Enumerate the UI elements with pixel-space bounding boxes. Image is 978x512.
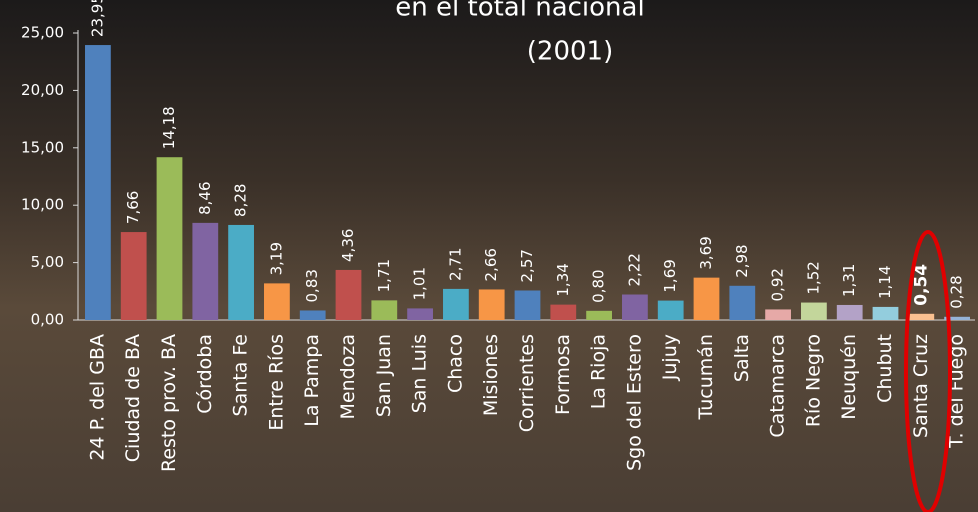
bar (443, 289, 469, 320)
bar (300, 310, 326, 320)
x-tick-label: Río Negro (802, 334, 824, 427)
x-tick-label: La Pampa (301, 334, 323, 427)
bar (873, 307, 899, 320)
y-tick-label: 25,00 (21, 24, 64, 42)
bar (157, 157, 183, 320)
value-label: 1,31 (840, 264, 858, 297)
x-tick-label: Salta (731, 334, 753, 382)
value-label: 0,83 (303, 269, 321, 302)
x-tick-label: Ciudad de BA (122, 334, 144, 462)
bar (515, 290, 541, 320)
x-tick-label: Santa Cruz (910, 334, 932, 438)
chart-title: en el total nacional (395, 0, 644, 23)
x-tick-label: Jujuy (659, 334, 681, 381)
x-tick-label: Chaco (444, 334, 466, 393)
value-label: 1,71 (375, 259, 393, 292)
value-label: 2,57 (518, 249, 536, 282)
bar (371, 300, 397, 320)
value-label: 23,95 (88, 0, 106, 37)
x-tick-label: La Rioja (588, 334, 610, 409)
bar (85, 45, 111, 320)
x-tick-label: Tucumán (695, 334, 717, 420)
value-label: 14,18 (160, 106, 178, 149)
x-tick-label: Misiones (480, 334, 502, 416)
bar (264, 283, 290, 320)
bar (622, 295, 648, 320)
x-tick-label: Córdoba (194, 334, 216, 414)
x-tick-label: Neuquén (838, 334, 860, 420)
value-label: 3,69 (697, 236, 715, 269)
bar (908, 314, 934, 320)
bar (586, 311, 612, 320)
bar (228, 225, 254, 320)
x-tick-label: San Juan (373, 334, 395, 417)
value-label: 8,28 (232, 184, 250, 217)
bar (694, 278, 720, 320)
x-tick-label: Mendoza (337, 334, 359, 419)
bar (121, 232, 147, 320)
value-label: 7,66 (124, 191, 142, 224)
value-label: 4,36 (339, 229, 357, 262)
value-label: 3,19 (267, 242, 285, 275)
value-label: 2,22 (625, 253, 643, 286)
x-tick-label: Catamarca (767, 334, 789, 438)
bar (729, 286, 755, 320)
value-label: 0,80 (590, 269, 608, 302)
value-label: 1,01 (411, 267, 429, 300)
bar (192, 223, 218, 320)
value-label: 1,69 (661, 259, 679, 292)
value-label: 0,28 (948, 275, 966, 308)
bar (550, 305, 576, 320)
chart: en el total nacional (2001) 0,00 5,00 10,0… (0, 0, 978, 512)
value-label: 1,14 (876, 266, 894, 299)
x-tick-label: Chubut (874, 334, 896, 403)
chart-title: (2001) (527, 37, 613, 67)
y-tick-label: 15,00 (21, 138, 64, 156)
y-tick-label: 5,00 (31, 253, 64, 271)
y-tick-label: 0,00 (31, 311, 64, 329)
y-tick-label: 10,00 (21, 196, 64, 214)
x-tick-label: Entre Ríos (265, 334, 287, 431)
x-tick-label: 24 P. del GBA (86, 334, 108, 461)
bar (479, 289, 505, 320)
bar (407, 308, 433, 320)
value-label: 0,92 (769, 268, 787, 301)
y-tick-label: 20,00 (21, 81, 64, 99)
value-label: 2,98 (733, 244, 751, 277)
x-tick-label: Sgo del Estero (623, 334, 645, 471)
x-tick-label: Corrientes (516, 334, 538, 432)
bar (801, 303, 827, 320)
value-label: 2,66 (482, 248, 500, 281)
bar (336, 270, 362, 320)
x-tick-label: San Luis (409, 334, 431, 413)
bar (837, 305, 863, 320)
value-label: 1,34 (554, 263, 572, 296)
x-tick-label: Formosa (552, 334, 574, 415)
bar (765, 309, 791, 320)
bar (658, 301, 684, 320)
value-label: 2,71 (446, 247, 464, 280)
value-label: 1,52 (804, 261, 822, 294)
x-tick-label: Santa Fe (230, 334, 252, 416)
value-label: 8,46 (196, 181, 214, 214)
x-tick-label: Resto prov. BA (158, 334, 180, 472)
